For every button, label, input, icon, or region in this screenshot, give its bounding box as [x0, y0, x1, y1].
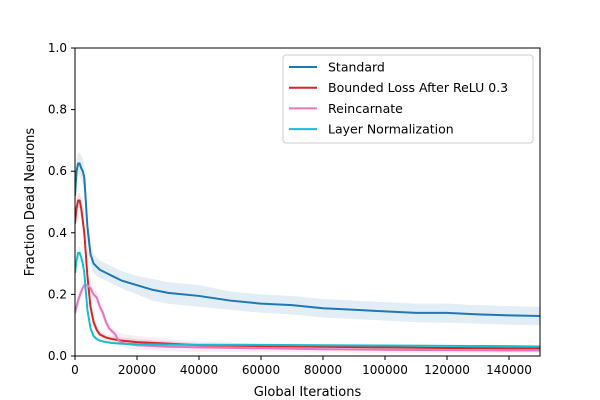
- x-axis-label: Global Iterations: [254, 385, 362, 400]
- y-tick-label: 0.0: [48, 349, 67, 363]
- legend-label: Bounded Loss After ReLU 0.3: [328, 80, 508, 95]
- legend-box: [282, 54, 534, 144]
- band-reincarnate: [75, 279, 540, 353]
- plot-frame: [74, 47, 541, 357]
- y-axis: 0.0 0.2 0.4 0.6 0.8 1.0: [48, 41, 75, 363]
- series-line-standard: [75, 162, 540, 317]
- y-tick-label: 0.6: [48, 164, 67, 178]
- legend-label: Standard: [328, 60, 385, 75]
- legend-label: Layer Normalization: [328, 122, 454, 137]
- series-line-reincarnate: [75, 284, 540, 352]
- confidence-bands: [75, 152, 540, 353]
- y-tick-label: 0.8: [48, 103, 67, 117]
- x-tick-label: 80000: [304, 363, 342, 377]
- x-tick-label: 140000: [486, 363, 532, 377]
- y-tick-label: 1.0: [48, 41, 67, 55]
- x-tick-label: 60000: [242, 363, 280, 377]
- legend: Standard Bounded Loss After ReLU 0.3 Reinc…: [282, 54, 534, 144]
- series-line-bounded-loss-after-relu-0-3: [75, 199, 540, 350]
- x-tick-label: 100000: [362, 363, 408, 377]
- series-lines: [75, 162, 540, 352]
- x-tick-label: 20000: [118, 363, 156, 377]
- legend-label: Reincarnate: [328, 101, 403, 116]
- series-line-layer-normalization: [75, 251, 540, 348]
- x-axis: 0 20000 40000 60000 80000 100000 120000 140000: [71, 356, 532, 377]
- band-standard: [75, 152, 540, 326]
- y-axis-label: Fraction Dead Neurons: [23, 128, 38, 277]
- x-tick-label: 120000: [424, 363, 470, 377]
- x-tick-label: 0: [71, 363, 79, 377]
- x-tick-label: 40000: [180, 363, 218, 377]
- y-tick-label: 0.2: [48, 287, 67, 301]
- y-tick-label: 0.4: [48, 226, 67, 240]
